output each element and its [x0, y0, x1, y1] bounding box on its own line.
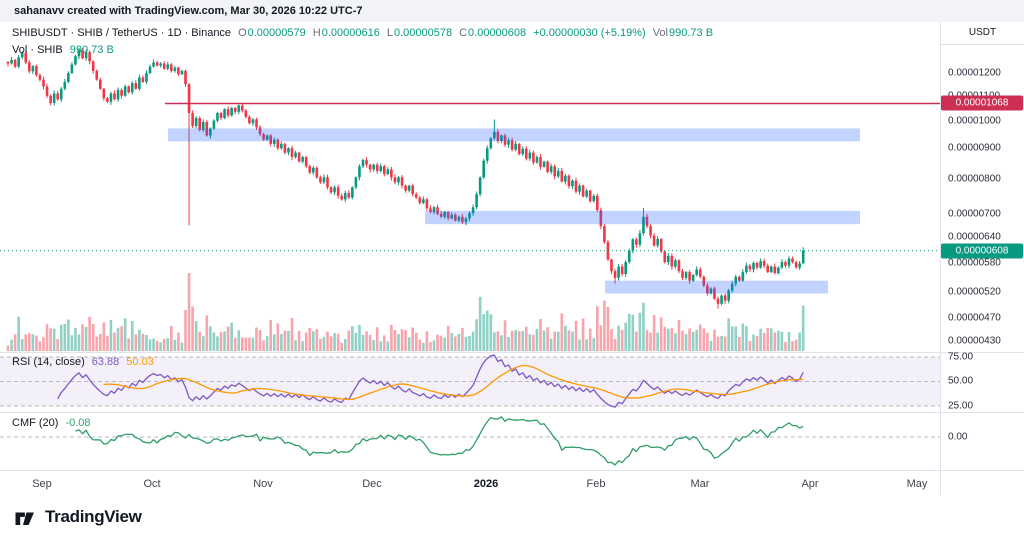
indicator-tick: 0.00 [948, 431, 968, 443]
rsi-legend: RSI (14, close) 63.88 50.03 [12, 356, 154, 368]
time-label: Sep [32, 478, 52, 490]
price-tick: 0.00000640 [948, 231, 1001, 243]
time-label: Nov [253, 478, 273, 490]
price-tick: 0.00000800 [948, 173, 1001, 185]
price-tick: 0.00001200 [948, 67, 1001, 79]
open-value: 0.00000579 [247, 27, 306, 39]
price-tick: 0.00001000 [948, 115, 1001, 127]
price-tick: 0.00000520 [948, 286, 1001, 298]
cmf-legend: CMF (20) -0.08 [12, 417, 91, 429]
close-value: 0.00000608 [468, 27, 527, 39]
attribution-bar: sahanavv created with TradingView.com, M… [0, 0, 1024, 22]
tradingview-logo-icon[interactable] [13, 505, 38, 530]
rsi-ma-value: 50.03 [126, 356, 154, 368]
volume-label: Vol [652, 27, 668, 39]
indicator-tick: 50.00 [948, 375, 974, 387]
rsi-value: 63.88 [91, 356, 120, 368]
volume-legend: Vol · SHIB 990.73 B [12, 44, 114, 56]
low-label: L [386, 27, 393, 39]
indicator-tick: 75.00 [948, 351, 974, 363]
low-value: 0.00000578 [393, 27, 453, 39]
cmf-title[interactable]: CMF (20) [12, 417, 59, 429]
price-tick: 0.00000470 [948, 312, 1001, 324]
rsi-title[interactable]: RSI (14, close) [12, 356, 85, 368]
high-label: H [312, 27, 321, 39]
time-label: Dec [362, 478, 382, 490]
volume-study-title[interactable]: Vol · SHIB [12, 44, 63, 56]
tradingview-logo-text[interactable]: TradingView [45, 507, 142, 526]
change-value: +0.00000030 (+5.19%) [533, 27, 646, 39]
footer: TradingView [0, 495, 1024, 539]
time-label: Oct [143, 478, 161, 490]
time-label: Feb [586, 478, 606, 490]
price-chart-canvas[interactable] [0, 22, 940, 470]
price-axis-currency[interactable]: USDT [941, 22, 1024, 45]
price-tick: 0.00000430 [948, 335, 1001, 347]
volume-study-value: 990.73 B [69, 44, 114, 56]
pane-divider[interactable] [0, 352, 1024, 353]
symbol-title[interactable]: SHIBUSDT · SHIB / TetherUS · 1D · Binanc… [12, 27, 232, 39]
price-tick: 0.00000700 [948, 208, 1001, 220]
pane-divider[interactable] [0, 412, 1024, 413]
last-price-label: 0.00000608 [941, 243, 1023, 259]
symbol-legend: SHIBUSDT · SHIB / TetherUS · 1D · Binanc… [12, 27, 713, 39]
price-tick: 0.00000900 [948, 142, 1001, 154]
close-label: C [459, 27, 468, 39]
time-label: Apr [801, 478, 819, 490]
cmf-value: -0.08 [65, 417, 91, 429]
indicator-tick: 25.00 [948, 400, 974, 412]
open-label: O [238, 27, 247, 39]
time-axis[interactable]: Sep Oct Nov Dec 2026 Feb Mar Apr May [0, 470, 1024, 495]
time-label: May [906, 478, 928, 490]
high-value: 0.00000616 [321, 27, 380, 39]
hline-price-label: 0.00001068 [941, 95, 1023, 111]
time-label: Mar [690, 478, 710, 490]
price-axis-border [940, 22, 941, 495]
pane-divider [0, 470, 1024, 471]
price-tick: 0.00000580 [948, 257, 1001, 269]
volume-value: 990.73 B [669, 27, 714, 39]
time-label: 2026 [473, 478, 499, 490]
